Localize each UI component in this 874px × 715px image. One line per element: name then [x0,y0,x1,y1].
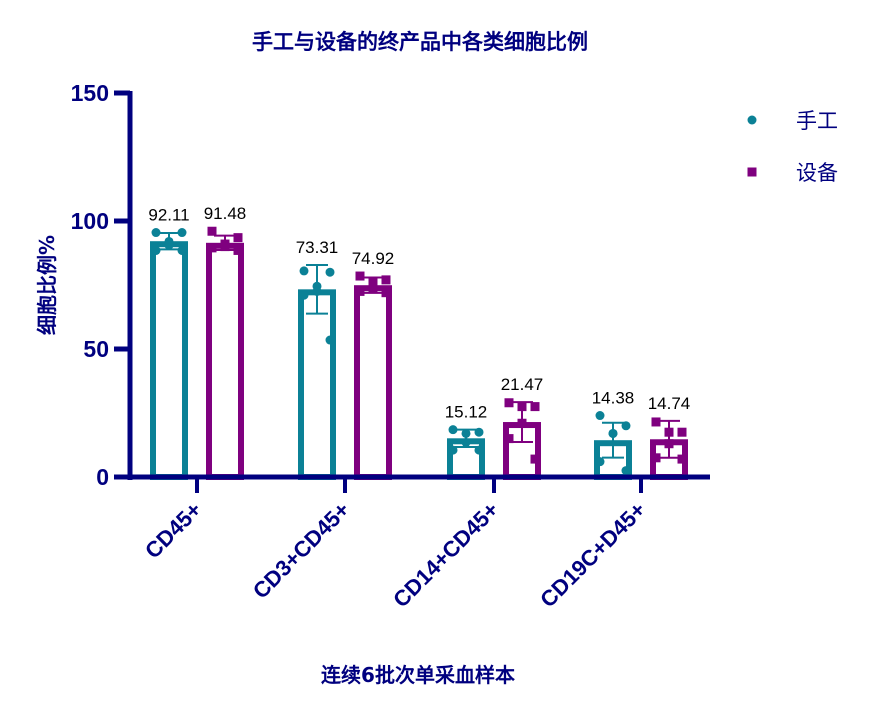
data-point [461,437,471,447]
legend-label: 手工 [796,109,838,133]
data-point [608,428,618,438]
data-point [474,427,484,437]
circle-marker-icon [747,115,757,125]
data-point [368,277,378,287]
value-label: 14.74 [648,394,691,413]
data-point [530,402,540,412]
data-point [325,335,335,345]
plot-area: 92.11 73.31 15.12 14.38 91.48 74.92 21.47 14.74 [148,204,691,481]
data-point [461,428,471,438]
data-point [177,245,187,255]
data-point [651,417,661,427]
data-point [207,243,217,253]
square-marker-icon [747,167,757,177]
data-point [151,228,161,238]
data-point [504,398,514,408]
data-point [299,266,309,276]
x-tick-label: CD14+CD45+ [388,497,503,612]
data-point [381,288,391,298]
data-point [474,445,484,455]
data-point [448,445,458,455]
data-point [677,427,687,437]
bar [354,285,392,480]
data-point [504,434,514,444]
data-point [164,240,174,250]
value-label: 14.38 [592,389,635,408]
data-point [355,286,365,296]
data-point [664,427,674,437]
data-point [517,418,527,428]
data-point [530,454,540,464]
x-tick-label: CD45+ [140,497,207,564]
data-point [220,242,230,252]
x-axis: CD45+ CD3+CD45+ CD14+CD45+ CD19C+D45+ [128,474,710,612]
legend-label: 设备 [796,161,838,185]
data-point [651,453,661,463]
data-point [621,466,631,476]
y-tick-label: 100 [71,208,109,234]
x-tick-label: CD3+CD45+ [248,497,355,604]
data-point [177,228,187,238]
chart-title: 手工与设备的终产品中各类细胞比例 [252,30,588,54]
data-point [595,457,605,467]
x-tick-label: CD19C+D45+ [535,497,650,612]
value-label: 91.48 [204,204,247,223]
y-tick-label: 0 [96,464,109,490]
data-point [677,454,687,464]
legend-item-manual: 手工 [747,109,838,133]
data-point [368,284,378,294]
bar [150,241,188,480]
value-label: 73.31 [296,238,339,257]
bar [298,289,336,480]
series-device: 91.48 74.92 21.47 14.74 [204,204,691,481]
value-label: 21.47 [501,375,544,394]
data-point [207,226,217,236]
y-tick-label: 150 [71,80,109,106]
data-point [151,245,161,255]
data-point [621,421,631,431]
data-point [325,267,335,277]
value-label: 15.12 [445,403,488,422]
legend-item-device: 设备 [747,161,838,185]
data-point [448,425,458,435]
data-point [517,402,527,412]
y-tick-label: 50 [83,336,109,362]
data-point [233,245,243,255]
data-point [233,233,243,243]
bar [206,242,244,480]
x-axis-label: 连续6批次单采血样本 [321,663,515,687]
y-axis: 0 50 100 150 [71,80,133,490]
data-point [595,411,605,421]
value-label: 92.11 [148,206,189,225]
data-point [355,271,365,281]
value-label: 74.92 [352,249,395,268]
y-axis-label: 细胞比例% [35,235,59,335]
data-point [664,439,674,449]
data-point [381,275,391,285]
data-point [299,290,309,300]
data-point [312,286,322,296]
